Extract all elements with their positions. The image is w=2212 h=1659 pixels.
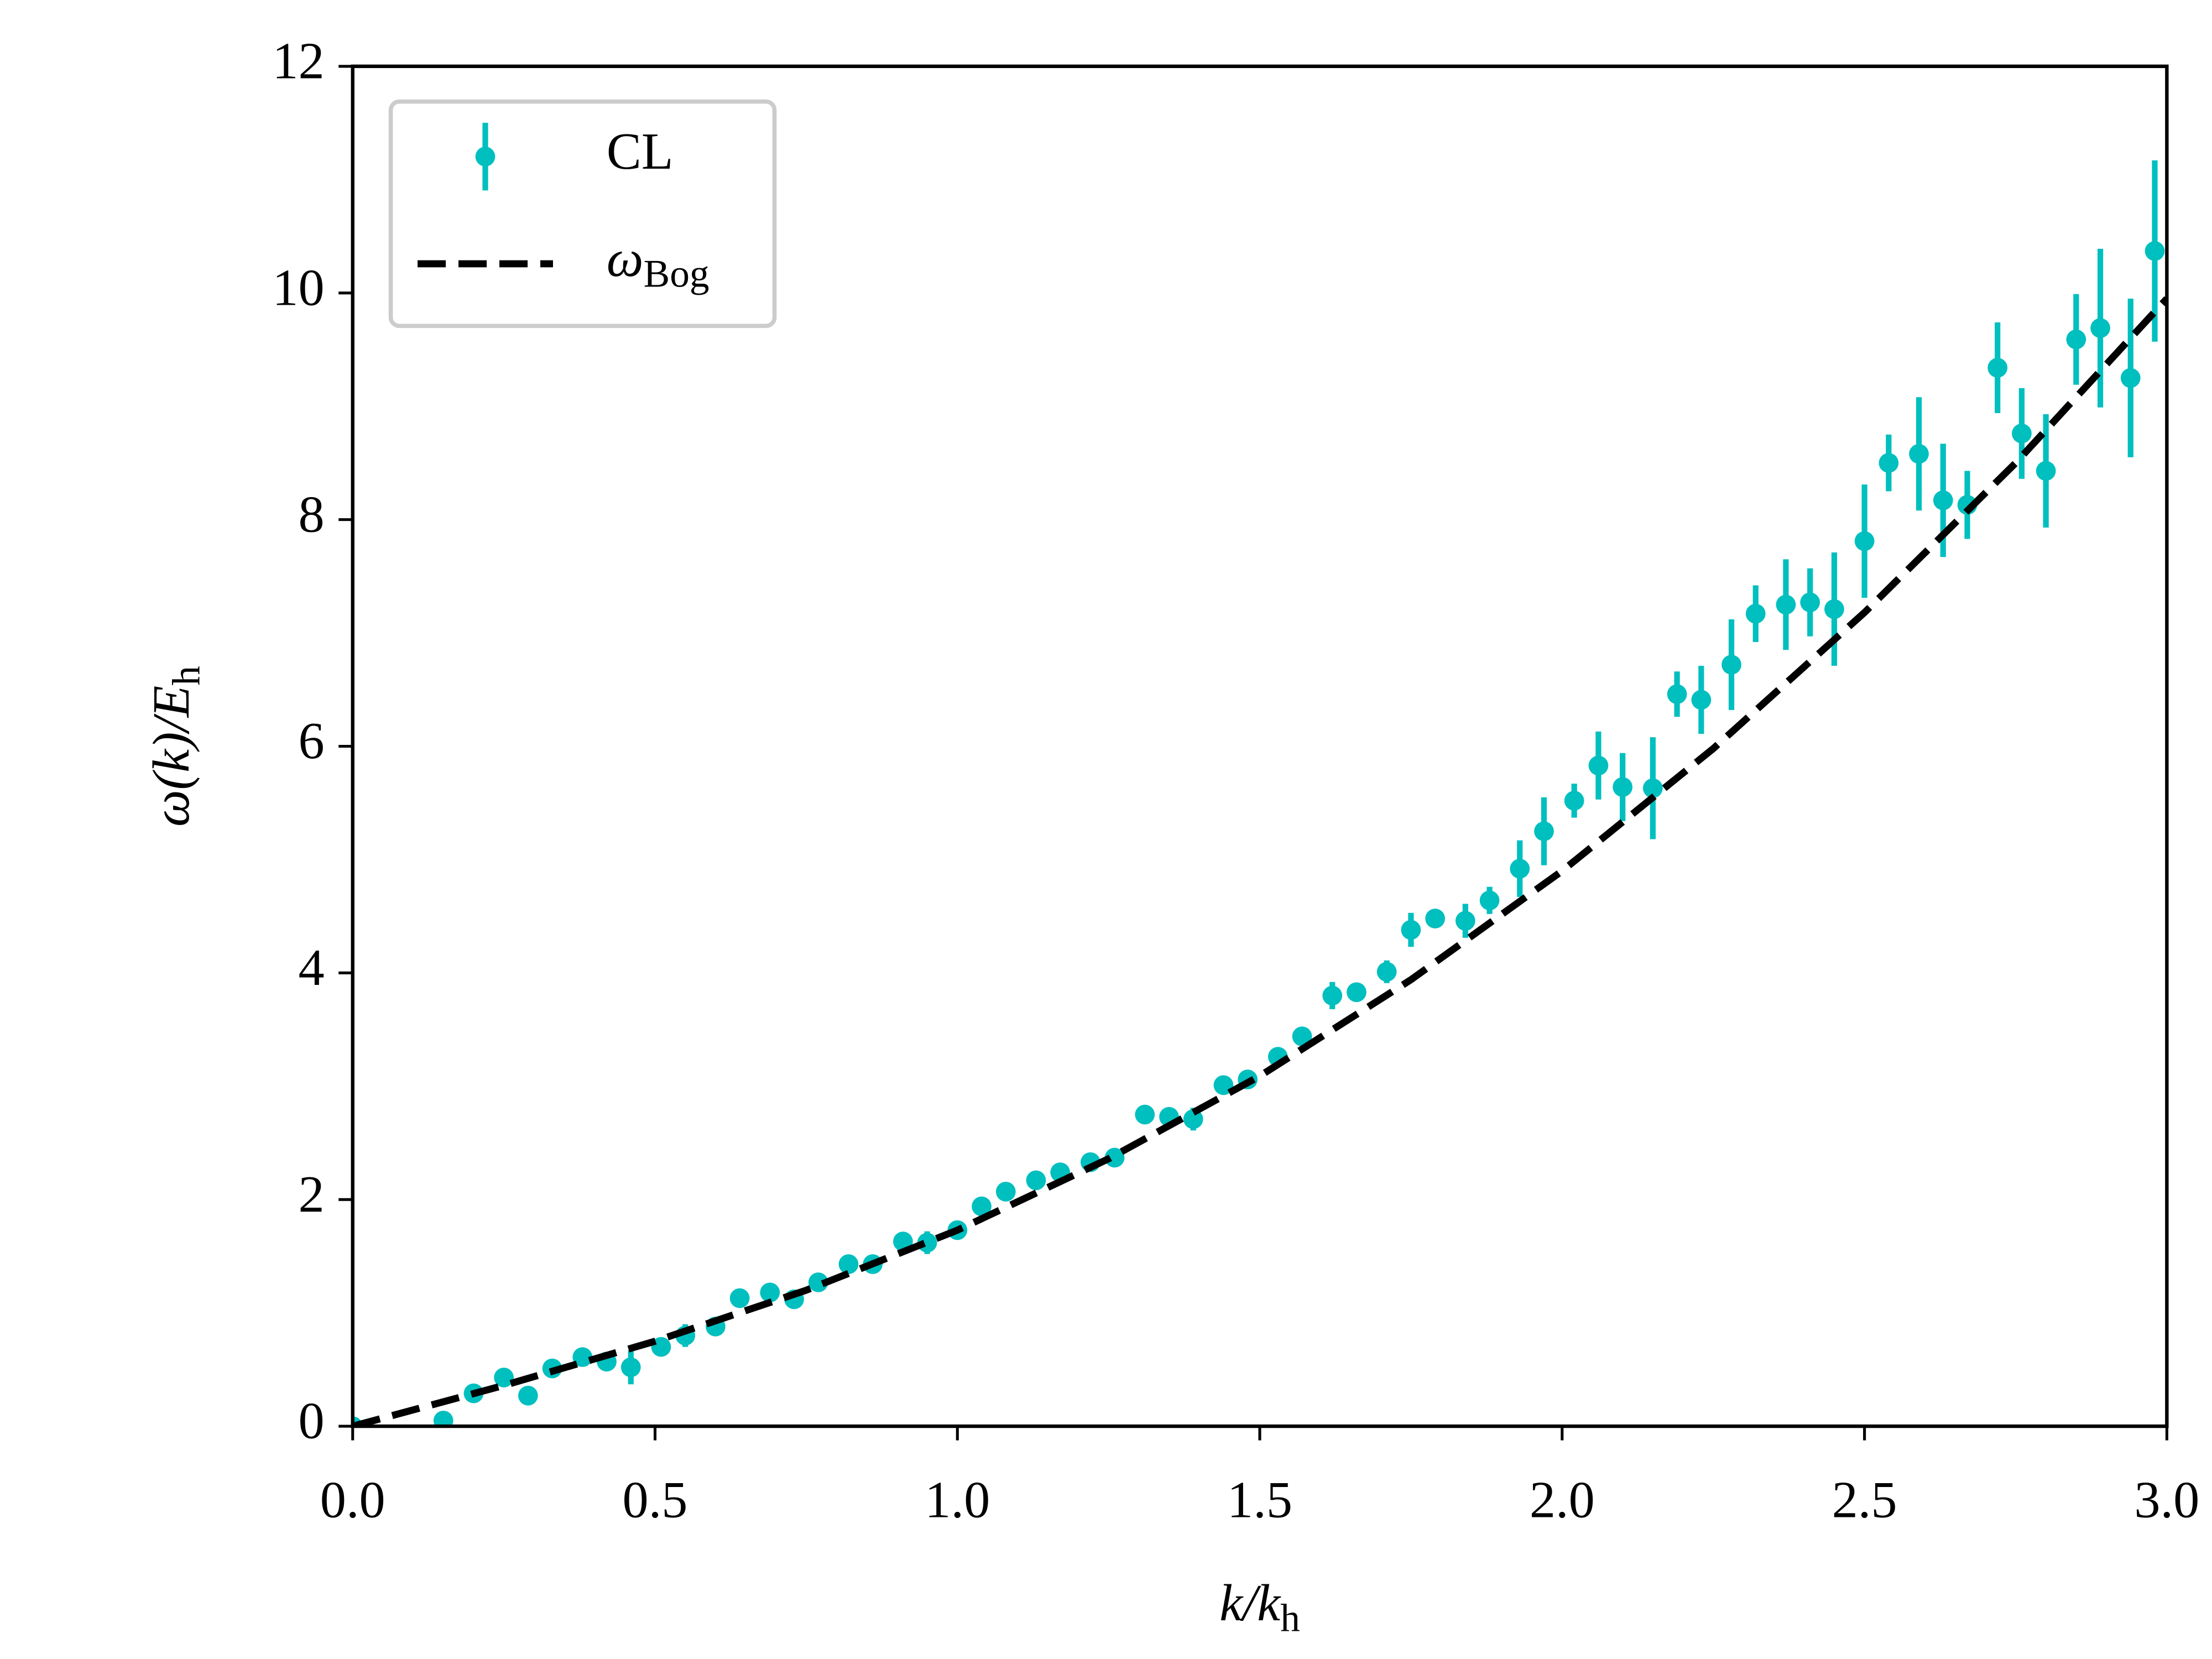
data-point <box>808 1272 828 1292</box>
data-point <box>1879 453 1899 473</box>
data-point <box>518 1385 538 1406</box>
data-point <box>838 1254 859 1274</box>
data-point <box>620 1357 641 1378</box>
legend-label: CL <box>607 123 674 180</box>
x-tick-label: 1.0 <box>925 1472 990 1529</box>
data-point <box>972 1196 992 1217</box>
data-point <box>651 1337 671 1357</box>
data-point <box>1183 1109 1203 1129</box>
data-point <box>1854 531 1875 551</box>
data-point <box>1510 858 1530 879</box>
data-point <box>995 1182 1016 1202</box>
data-point <box>1292 1026 1312 1046</box>
data-point <box>1479 890 1500 911</box>
data-point <box>1135 1104 1155 1125</box>
x-tick-label: 0.5 <box>623 1472 688 1529</box>
data-point <box>1667 684 1687 705</box>
data-point <box>2120 368 2141 388</box>
x-tick-label: 2.0 <box>1530 1472 1595 1529</box>
data-point <box>1721 655 1741 675</box>
data-point <box>1613 777 1633 797</box>
legend-label-text: CL <box>607 123 674 180</box>
data-point <box>1534 821 1554 842</box>
legend-label-text: ω <box>607 230 644 288</box>
data-point <box>494 1368 514 1387</box>
x-label-sub: h <box>1280 1597 1300 1640</box>
legend: CL ωBog <box>388 99 777 328</box>
x-tick-label: 2.5 <box>1832 1472 1897 1529</box>
x-label-text: k/k <box>1219 1574 1281 1632</box>
data-point <box>1455 911 1475 931</box>
data-point <box>1909 444 1929 464</box>
y-tick-label: 4 <box>299 939 325 997</box>
plot-area <box>352 160 2167 1427</box>
data-point <box>1776 594 1796 615</box>
y-tick-label: 8 <box>299 486 325 543</box>
data-point <box>1026 1170 1046 1191</box>
y-tick-label: 0 <box>299 1392 325 1450</box>
legend-label: ωBog <box>607 230 709 296</box>
y-axis-label: ω(k)/Eh <box>143 666 208 827</box>
legend-box <box>388 99 777 328</box>
data-point <box>1800 592 1820 613</box>
x-tick-label: 1.5 <box>1227 1472 1292 1529</box>
data-point <box>2012 424 2032 444</box>
data-point <box>1588 755 1609 776</box>
y-tick-label: 10 <box>272 259 324 316</box>
data-point <box>2036 461 2056 481</box>
data-point <box>1745 603 1766 624</box>
y-tick-label: 12 <box>272 33 324 90</box>
y-label-sub: h <box>165 666 208 686</box>
legend-label-sub: Bog <box>644 252 709 296</box>
data-point <box>1322 985 1343 1006</box>
data-point <box>1425 909 1446 928</box>
x-tick-label: 0.0 <box>320 1472 385 1529</box>
data-point <box>572 1347 593 1367</box>
line <box>352 296 2167 1427</box>
data-point <box>1564 791 1584 811</box>
plot-frame <box>351 64 2169 1428</box>
data-point <box>433 1410 453 1427</box>
data-point <box>760 1282 780 1303</box>
data-point <box>1347 982 1366 1003</box>
data-point <box>1691 690 1712 710</box>
legend-marker <box>475 147 495 167</box>
data-point <box>1824 599 1844 619</box>
data-point <box>2090 318 2110 338</box>
y-tick-label: 6 <box>299 712 325 770</box>
y-label-text: ω(k)/E <box>143 686 200 827</box>
data-point <box>2145 241 2165 261</box>
data-point <box>1376 962 1397 982</box>
data-point <box>1643 778 1663 799</box>
data-point <box>729 1288 750 1308</box>
x-axis-label: k/kh <box>1219 1574 1300 1640</box>
data-point <box>1933 490 1953 510</box>
y-tick-label: 2 <box>299 1166 325 1223</box>
x-tick-label: 3.0 <box>2134 1472 2199 1529</box>
data-point <box>2066 329 2086 349</box>
data-point <box>1987 358 2008 378</box>
data-point <box>1401 920 1421 940</box>
data-point <box>1104 1147 1125 1168</box>
